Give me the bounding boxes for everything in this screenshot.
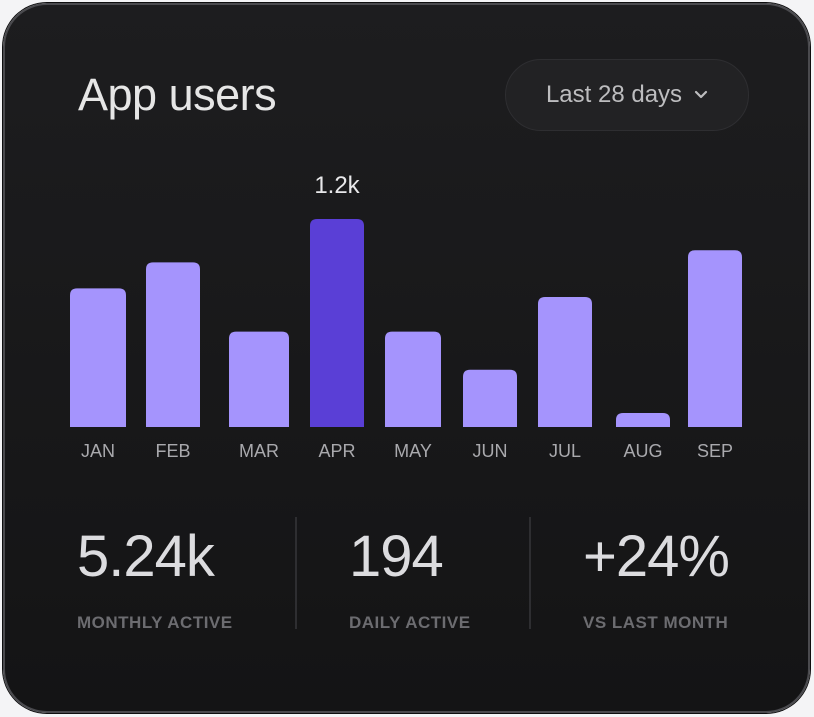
app-users-card: App users Last 28 days JAN FEB MAR APR 1.2k M…: [3, 3, 810, 713]
bar-aug[interactable]: [616, 413, 670, 427]
stat-divider: [295, 517, 297, 629]
bar-apr[interactable]: [310, 219, 364, 427]
x-tick-label: APR: [318, 441, 355, 461]
x-tick-label: JUL: [549, 441, 581, 461]
x-tick-label: AUG: [623, 441, 662, 461]
highlight-value-label: 1.2k: [314, 172, 360, 199]
bar-sep[interactable]: [688, 250, 742, 427]
stat-label: MONTHLY ACTIVE: [77, 613, 233, 632]
stat-divider: [529, 517, 531, 629]
x-tick-label: JAN: [81, 441, 115, 461]
date-range-label: Last 28 days: [545, 81, 683, 108]
stat-value: 194: [349, 524, 444, 589]
bar-feb[interactable]: [146, 262, 200, 427]
date-range-dropdown[interactable]: Last 28 days: [505, 59, 749, 131]
bar-jul[interactable]: [538, 297, 592, 427]
x-tick-label: FEB: [155, 441, 190, 461]
x-tick-label: SEP: [697, 441, 733, 461]
x-tick-label: MAY: [394, 441, 432, 461]
card-title: App users: [78, 69, 277, 120]
chevron-down-icon: [694, 90, 708, 100]
x-tick-label: MAR: [239, 441, 279, 461]
bar-chart: JAN FEB MAR APR 1.2k MAY JUN JUL AUG SEP: [70, 172, 742, 461]
stat-value: 5.24k: [77, 524, 215, 589]
bar-mar[interactable]: [229, 331, 289, 427]
bar-may[interactable]: [385, 331, 441, 427]
stat-label: VS LAST MONTH: [583, 613, 729, 632]
stat-value: +24%: [583, 524, 730, 589]
bar-jan[interactable]: [70, 288, 126, 427]
bar-jun[interactable]: [463, 369, 517, 427]
x-tick-label: JUN: [473, 441, 508, 461]
stat-label: DAILY ACTIVE: [349, 613, 471, 632]
